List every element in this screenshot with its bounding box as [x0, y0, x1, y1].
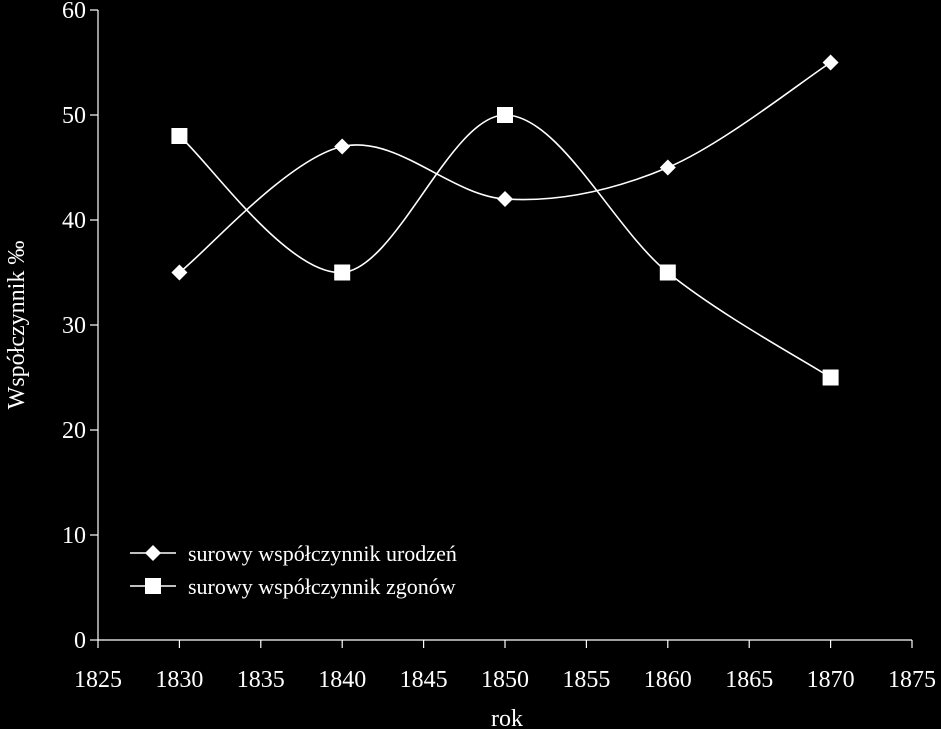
legend-item-1: surowy współczynnik urodzeń [130, 541, 457, 566]
diamond-marker [171, 264, 188, 281]
series-1 [171, 54, 839, 281]
diamond-marker [659, 159, 676, 176]
square-marker [171, 128, 188, 144]
axes: 0 10 20 30 40 50 60 1825 1830 1835 1840 1845 1850 185… [62, 0, 936, 693]
x-tick-label: 1855 [562, 667, 610, 693]
x-tick-label: 1825 [74, 667, 122, 693]
legend-label: surowy współczynnik zgonów [188, 574, 456, 599]
x-tick-label: 1860 [644, 667, 692, 693]
y-tick-label: 20 [62, 418, 86, 444]
square-marker [334, 264, 351, 281]
y-tick-label: 30 [62, 313, 86, 339]
series-line [178, 61, 832, 274]
legend-item-2: surowy współczynnik zgonów [130, 574, 456, 599]
x-tick-label: 1835 [237, 667, 285, 693]
x-tick-label: 1865 [725, 667, 773, 693]
x-axis-title: rok [491, 706, 523, 729]
series-layer [171, 54, 839, 386]
square-marker [497, 107, 513, 123]
y-axis-title: Współczynnik ‰ [4, 241, 30, 410]
x-tick-label: 1830 [155, 667, 203, 693]
y-tick-label: 0 [74, 628, 86, 654]
y-tick-label: 40 [62, 208, 86, 234]
y-tick-label: 60 [62, 0, 86, 24]
diamond-marker [822, 54, 839, 71]
legend-diamond-marker [145, 545, 161, 561]
x-tick-label: 1875 [888, 667, 936, 693]
square-marker [659, 264, 676, 281]
legend-label: surowy współczynnik urodzeń [188, 541, 457, 566]
x-tick-label: 1850 [481, 667, 529, 693]
y-tick-label: 10 [62, 523, 86, 549]
diamond-marker [334, 138, 351, 155]
x-tick-label: 1840 [318, 667, 366, 693]
series-2 [171, 107, 839, 386]
y-tick-label: 50 [62, 103, 86, 129]
diamond-marker [497, 191, 513, 207]
x-tick-label: 1870 [807, 667, 855, 693]
x-tick-label: 1845 [400, 667, 448, 693]
legend: surowy współczynnik urodzeń surowy współc… [130, 541, 457, 599]
legend-square-marker [145, 578, 161, 594]
series-line [178, 114, 832, 379]
square-marker [822, 369, 839, 386]
